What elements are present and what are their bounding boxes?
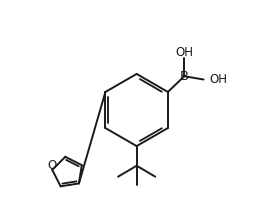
Text: OH: OH: [175, 46, 193, 59]
Text: B: B: [180, 70, 189, 83]
Text: OH: OH: [210, 73, 228, 86]
Text: O: O: [48, 159, 57, 172]
